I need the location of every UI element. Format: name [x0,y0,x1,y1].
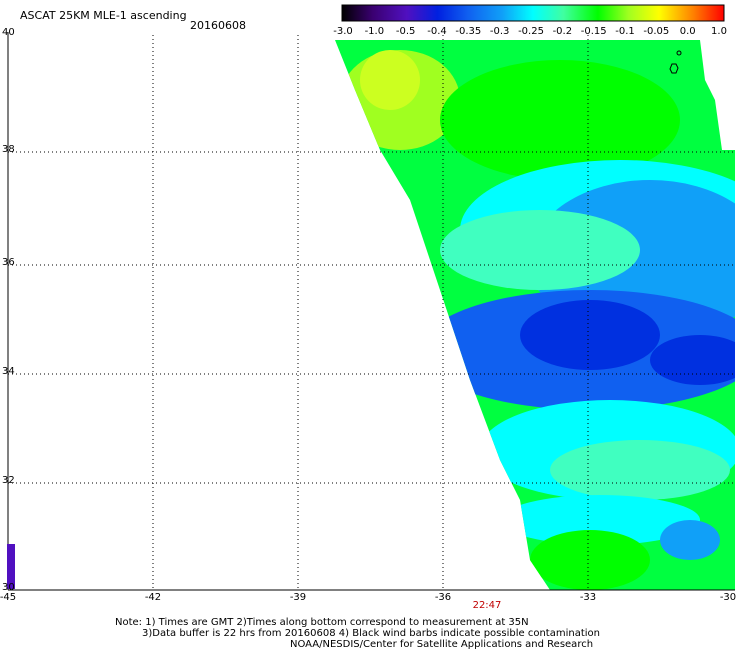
lat-label: 36 [2,257,15,268]
colorbar-tick-label: -0.5 [395,26,416,37]
time-label: 22:47 [472,600,502,611]
island-outline [669,63,679,74]
lat-label: 32 [2,475,15,486]
colorbar-tick-label: -0.1 [615,26,635,37]
island-outline-small [676,50,682,56]
colorbar [341,4,725,22]
colorbar-tick-label: -0.25 [518,26,544,37]
colorbar-tick-label: -0.35 [455,26,482,37]
colorbar-tick-label: 0.0 [679,26,696,37]
colorbar-tick-label: -0.3 [489,26,510,37]
map-title: ASCAT 25KM MLE-1 ascending [20,9,187,22]
lon-label: -36 [434,592,452,603]
lon-label: -30 [719,592,737,603]
note-line-1: Note: 1) Times are GMT 2)Times along bot… [115,617,529,628]
colorbar-tick-label: -0.2 [552,26,573,37]
colorbar-tick-label: -0.05 [643,26,670,37]
map-date: 20160608 [190,19,246,32]
lon-label: -45 [0,592,17,603]
colorbar-tick-label: -0.15 [580,26,607,37]
colorbar-tick-label: 1.0 [711,26,727,37]
colorbar-tick-label: -3.0 [333,26,353,37]
lat-label: 40 [2,27,15,38]
legend-bar [7,544,15,589]
lat-label: 30 [2,582,15,593]
lon-label: -33 [579,592,597,603]
grid-lines [8,35,735,590]
lon-label: -42 [144,592,162,603]
credit-line: NOAA/NESDIS/Center for Satellite Applica… [290,639,594,650]
colorbar-tick-label: -0.4 [427,26,447,37]
colorbar-tick-label: -1.0 [364,26,385,37]
lon-label: -39 [289,592,307,603]
note-line-2: 3)Data buffer is 22 hrs from 20160608 4)… [142,628,600,639]
lat-label: 38 [2,144,15,155]
wind-swath [335,40,735,590]
lat-label: 34 [2,366,15,377]
